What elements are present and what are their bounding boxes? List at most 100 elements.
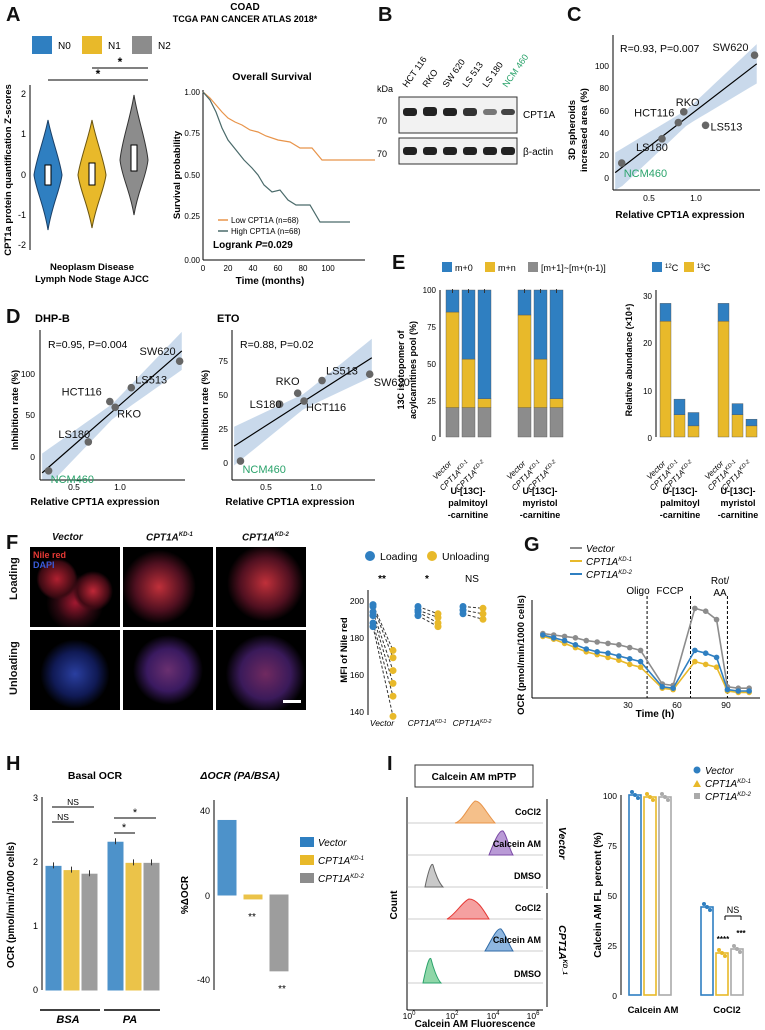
- e-bar-mn: [477, 398, 492, 408]
- e-bar-m1mn1: [549, 407, 564, 438]
- f-micro-kd1-unloading: [123, 630, 213, 710]
- c-point-label: HCT116: [634, 108, 674, 120]
- f-sig: NS: [465, 574, 479, 585]
- e-bar-m1mn1: [477, 407, 492, 438]
- i-bar-dot: [663, 795, 667, 799]
- g-point: [702, 650, 709, 656]
- f-sig: **: [378, 574, 386, 585]
- e-ylabel3: Relative abundance (×10⁴): [624, 304, 634, 417]
- g-point: [713, 654, 720, 661]
- e-ytick1: 75: [427, 323, 436, 332]
- f-ylabel: MFI of Nile red: [339, 617, 350, 683]
- h-ytick1: 3: [33, 793, 38, 803]
- g-point: [626, 656, 633, 662]
- e-ytick1: 0: [432, 434, 437, 443]
- f-sig: *: [425, 574, 429, 585]
- h-bar: [107, 841, 124, 991]
- e-bar-m0: [517, 289, 532, 316]
- f-loading-dot: [369, 623, 377, 631]
- a-legend-n0-swatch: [32, 36, 52, 54]
- g-point: [692, 647, 698, 654]
- i-xtick: 106: [527, 1011, 540, 1021]
- g-point: [616, 657, 622, 663]
- i-bar-dot: [738, 950, 742, 954]
- c-point-label: RKO: [676, 97, 700, 109]
- a-xlabel1: Neoplasm Disease: [50, 262, 134, 273]
- g-inject: Oligo: [626, 586, 650, 597]
- i-track: Calcein AM: [493, 839, 541, 849]
- c-ytick: 0: [604, 173, 609, 183]
- d-eto-xlabel: Relative CPT1A expression: [225, 497, 354, 508]
- panel-f-label: F: [6, 532, 19, 554]
- g-point: [626, 661, 633, 668]
- d-dhp-title: DHP-B: [35, 313, 70, 325]
- c-ytick: 20: [600, 150, 610, 160]
- f-stain1: Nile red: [33, 550, 67, 560]
- panel-c-scatter: R=0.93, P=0.007 3D spheroids increased a…: [567, 35, 760, 221]
- i-bar-ytick: 0: [612, 991, 617, 1001]
- i-bar: [700, 906, 714, 996]
- h-delta-bar: [217, 819, 237, 896]
- g-point: [605, 640, 611, 647]
- i-bar-dot: [660, 792, 664, 796]
- i-hist-vec-dmso: [424, 863, 445, 888]
- d-dhp-point-label: LS180: [58, 429, 90, 441]
- h-sig: *: [122, 822, 127, 834]
- panel-f-dots: Loading Unloading MFI of Nile red 200 18…: [339, 551, 492, 728]
- g-point: [746, 688, 752, 694]
- e-grp: -carnitine: [520, 510, 561, 520]
- f-pair-line: [372, 611, 394, 671]
- km-ytick: 0.50: [184, 171, 200, 180]
- g-xtick: 90: [721, 700, 731, 710]
- f-pair-line: [372, 622, 394, 697]
- e-grp: -carnitine: [718, 510, 759, 520]
- panel-e-bars: m+0 m+n [m+1]~[m+(n-1)] 12C 13C 13C isot…: [396, 262, 759, 520]
- i-hist-vec-calcein: [488, 830, 514, 856]
- d-eto-point-label: HCT116: [306, 402, 346, 414]
- g-xtick: 30: [623, 700, 633, 710]
- e-bar-m1mn1: [517, 407, 532, 438]
- d-eto-ytick: 25: [219, 424, 229, 434]
- e-bar-m0: [549, 289, 564, 399]
- i-bar-dot: [705, 905, 709, 909]
- a-ytick: -1: [18, 210, 26, 220]
- g-point: [637, 647, 644, 654]
- g-point: [692, 605, 698, 612]
- km-ytick: 0.75: [184, 129, 200, 138]
- f-unloading-dot: [389, 712, 397, 720]
- d-dhp-xtick: 1.0: [114, 482, 126, 492]
- f-pair-line: [417, 609, 439, 618]
- e-bar-mn: [549, 398, 564, 408]
- e-ytick2: 30: [643, 292, 652, 301]
- e-grp: palmitoyl: [660, 498, 700, 508]
- d-eto-point: [365, 370, 374, 379]
- i-bar-dot: [723, 954, 727, 958]
- panel-a-chart: COAD TCGA PAN CANCER ATLAS 2018* N0 N1 N…: [3, 2, 375, 287]
- e-bar-m1mn1: [445, 407, 460, 438]
- e-abund-bar: [717, 320, 730, 438]
- h-ytick2: 40: [200, 806, 210, 816]
- f-xcat: CPT1AKD-2: [453, 718, 492, 728]
- c-point-label: LS180: [636, 142, 668, 154]
- e-ylabel2: acylcarnitines pool (%): [408, 321, 418, 419]
- c-ytick: 100: [595, 61, 609, 71]
- f-unloading-dot: [479, 604, 487, 612]
- h-legend: CPT1AKD-2: [318, 874, 365, 885]
- c-point: [750, 51, 759, 60]
- g-point: [616, 642, 622, 648]
- g-xtick: 60: [672, 700, 682, 710]
- d-eto-point-label: LS513: [326, 366, 358, 378]
- a-title2: TCGA PAN CANCER ATLAS 2018*: [173, 14, 318, 24]
- e-ytick2: 20: [643, 339, 652, 348]
- panel-c: C R=0.93, P=0.007 3D spheroids increased…: [565, 0, 765, 230]
- e-bar-m0: [461, 289, 476, 360]
- h-legend: Vector: [318, 838, 347, 849]
- g-point: [572, 642, 579, 648]
- d-dhp-point: [111, 403, 119, 412]
- d-eto-xtick: 1.0: [310, 482, 322, 492]
- i-bar-sig: ***: [736, 929, 746, 938]
- c-xlabel: Relative CPT1A expression: [615, 210, 744, 221]
- e-legend: m+n: [498, 263, 516, 273]
- h-title1: Basal OCR: [68, 770, 123, 782]
- g-point: [713, 664, 720, 670]
